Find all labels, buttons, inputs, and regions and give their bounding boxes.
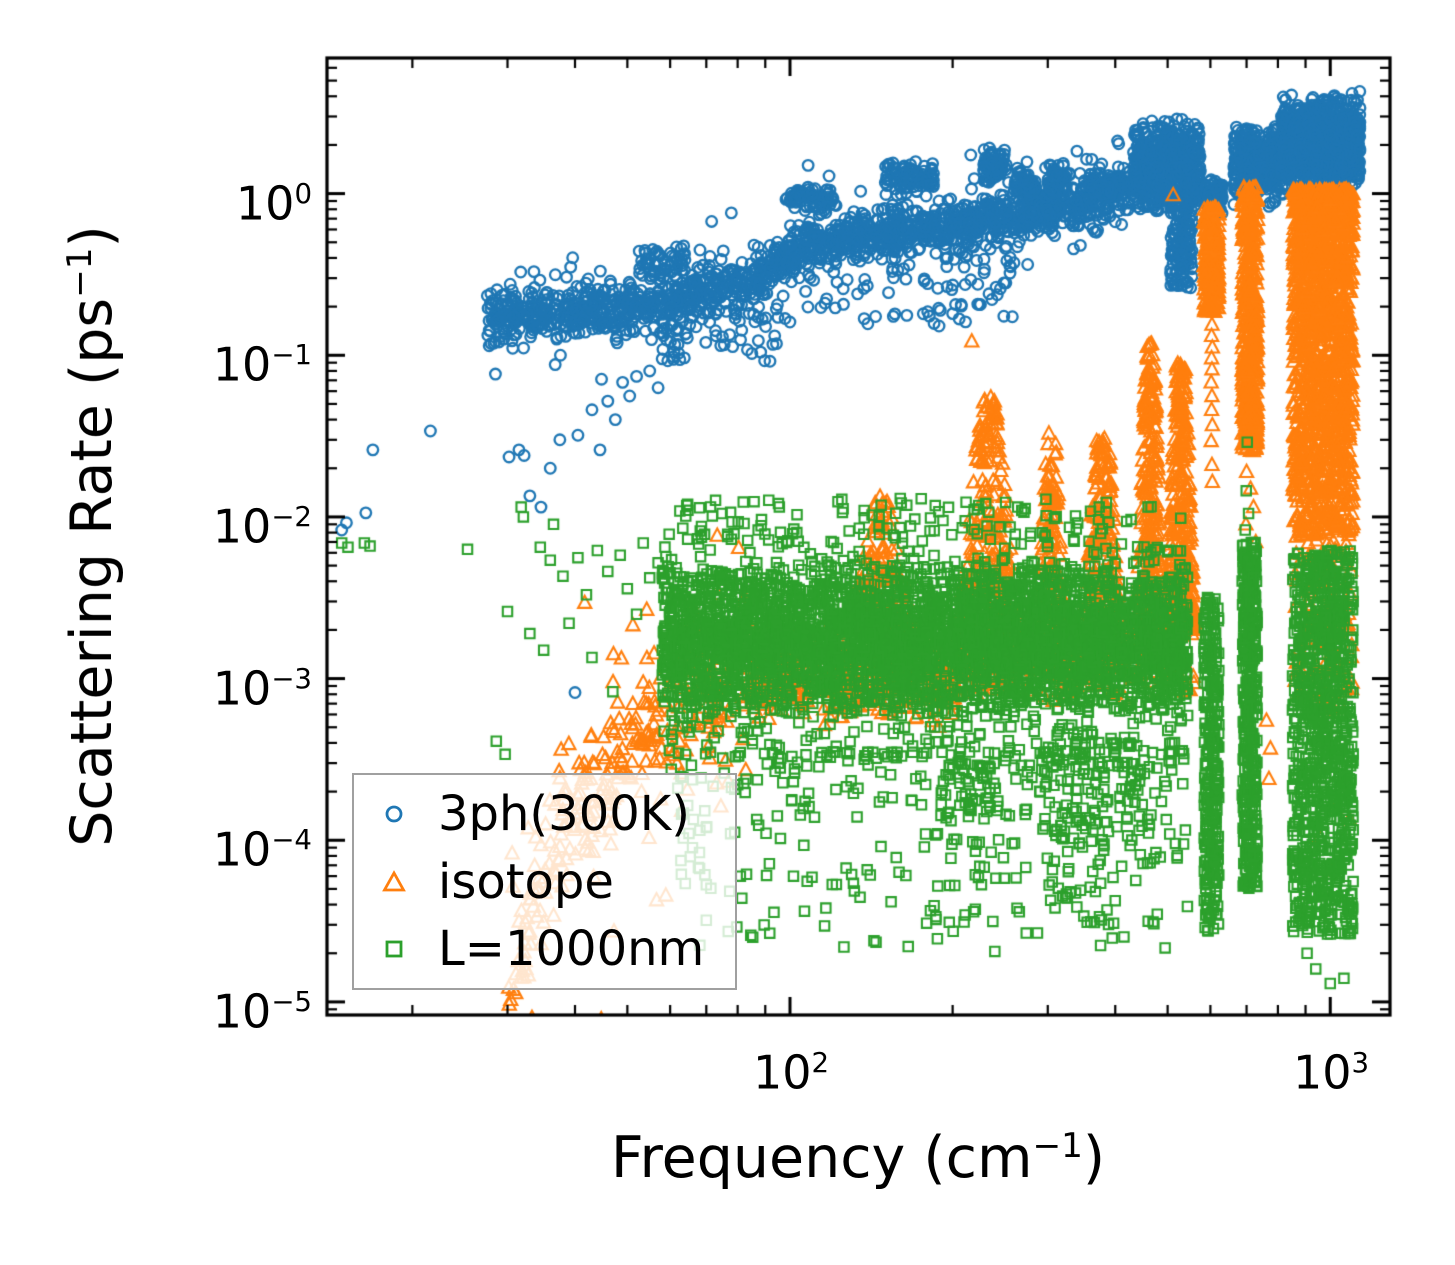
square-marker-icon	[385, 940, 403, 958]
legend-row-3ph: 3ph(300K)	[354, 786, 735, 842]
y-tick-label: 10−2	[212, 499, 312, 554]
y-tick-label: 10−4	[212, 822, 312, 877]
legend-row-boundary: L=1000nm	[354, 921, 735, 977]
x-tick-label: 102	[752, 1045, 830, 1100]
legend-label: 3ph(300K)	[438, 786, 690, 843]
y-axis-label: Scattering Rate (ps−1)	[59, 225, 125, 847]
y-tick-label: 10−3	[212, 661, 312, 716]
legend-row-isotope: isotope	[354, 854, 735, 910]
legend-label: L=1000nm	[438, 920, 705, 977]
legend: 3ph(300K) isotope L=1000nm	[352, 773, 737, 990]
y-tick-label: 10−5	[212, 984, 312, 1039]
circle-marker-icon	[385, 805, 403, 823]
legend-label: isotope	[438, 853, 614, 910]
y-tick-label: 100	[235, 176, 312, 231]
y-tick-label: 10−1	[212, 337, 312, 392]
x-axis-label: Frequency (cm−1)	[610, 1125, 1106, 1191]
triangle-marker-icon	[382, 869, 406, 891]
x-tick-label: 103	[1292, 1045, 1370, 1100]
